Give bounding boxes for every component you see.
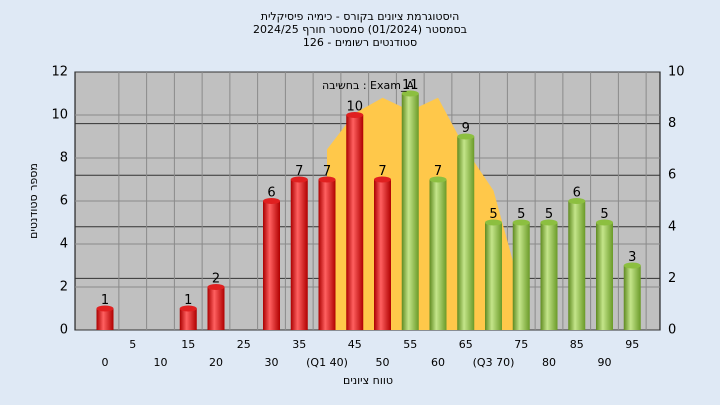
bar-cap [568, 198, 586, 204]
bar [290, 179, 308, 330]
y2-tick-label: 4 [668, 219, 676, 234]
value-label: 5 [545, 207, 553, 222]
bar-cap [179, 305, 197, 312]
bar [207, 287, 225, 330]
x-tick-label: 5 [129, 338, 136, 351]
chart-title: סטודנטים רשומים - 126 [303, 36, 417, 49]
bar-cap [374, 176, 391, 183]
bar [429, 179, 447, 330]
bar-cap [540, 219, 558, 226]
x-tick-label: 25 [237, 338, 251, 351]
bar-cap [457, 133, 475, 140]
x-tick-label: 90 [598, 356, 612, 369]
y-axis-label: מספר סטודנטים [27, 163, 40, 239]
y-tick-label: 10 [51, 108, 68, 123]
bar [596, 222, 613, 330]
bar-cap [485, 219, 502, 226]
y-tick-label: 4 [60, 237, 68, 252]
x-tick-label: 60 [431, 356, 445, 369]
bar-cap [401, 90, 419, 97]
bar-cap [512, 219, 530, 226]
value-label: 5 [600, 207, 608, 222]
bar-cap [318, 176, 336, 183]
bar [346, 115, 364, 330]
y2-tick-label: 6 [668, 168, 676, 183]
bar [179, 308, 197, 330]
bar [540, 222, 558, 330]
y2-tick-label: 0 [668, 323, 676, 338]
bar [512, 222, 530, 330]
value-label: 1 [101, 293, 109, 308]
bar-cap [596, 219, 613, 226]
annotation: בחשיבה : Exam_A [322, 79, 414, 92]
value-label: 9 [462, 121, 470, 136]
x-tick-label: 20 [209, 356, 223, 369]
x-tick-label: 15 [181, 338, 195, 351]
value-label: 6 [573, 186, 581, 201]
chart-title: היסטוגרמת ציונים בקורס - כימיה פיסיקלית [261, 10, 460, 23]
chart-title: בסמסטר (01/2024) סמסטר חורף 2024/25 [253, 23, 467, 36]
value-label: 2 [212, 272, 220, 287]
bar [623, 265, 641, 330]
x-axis-label: טווח ציונים [343, 374, 393, 387]
bar-cap [290, 176, 308, 183]
bar [263, 201, 280, 330]
x-tick-label: 65 [459, 338, 473, 351]
value-label: 1 [184, 293, 192, 308]
y-tick-label: 2 [60, 280, 68, 295]
bar [401, 93, 419, 330]
value-label: 7 [434, 164, 442, 179]
bar-cap [346, 112, 364, 118]
bar [568, 201, 586, 330]
x-tick-label: 95 [625, 338, 639, 351]
value-label: 3 [628, 250, 636, 265]
bar-cap [429, 176, 447, 183]
x-tick-label: 80 [542, 356, 556, 369]
value-label: 7 [323, 164, 331, 179]
bar-cap [263, 198, 280, 204]
bar [318, 179, 336, 330]
bar [457, 136, 475, 330]
value-label: 7 [378, 164, 386, 179]
y2-tick-label: 2 [668, 271, 676, 286]
value-label: 6 [267, 186, 275, 201]
x-tick-label: 55 [403, 338, 417, 351]
y2-tick-label: 8 [668, 116, 676, 131]
bar-cap [623, 262, 641, 269]
value-label: 5 [517, 207, 525, 222]
value-label: 7 [295, 164, 303, 179]
value-label: 10 [346, 100, 363, 115]
y-tick-label: 6 [60, 194, 68, 209]
x-tick-label: 35 [292, 338, 306, 351]
x-tick-label: (Q3 70) [473, 356, 515, 369]
x-tick-label: 45 [348, 338, 362, 351]
bar [485, 222, 502, 330]
bar [374, 179, 391, 330]
x-tick-label: 50 [376, 356, 390, 369]
x-tick-label: 85 [570, 338, 584, 351]
y-tick-label: 12 [51, 65, 68, 80]
x-tick-label: 0 [102, 356, 109, 369]
x-tick-label: 30 [265, 356, 279, 369]
value-label: 5 [489, 207, 497, 222]
y-tick-label: 8 [60, 151, 68, 166]
y-tick-label: 0 [60, 323, 68, 338]
y2-tick-label: 10 [668, 65, 685, 80]
bar [96, 308, 114, 330]
x-tick-label: (Q1 40) [306, 356, 348, 369]
bar-cap [207, 284, 225, 290]
x-tick-label: 10 [154, 356, 168, 369]
x-tick-label: 75 [514, 338, 528, 351]
bar-cap [96, 305, 114, 312]
value-label: 11 [402, 78, 419, 93]
